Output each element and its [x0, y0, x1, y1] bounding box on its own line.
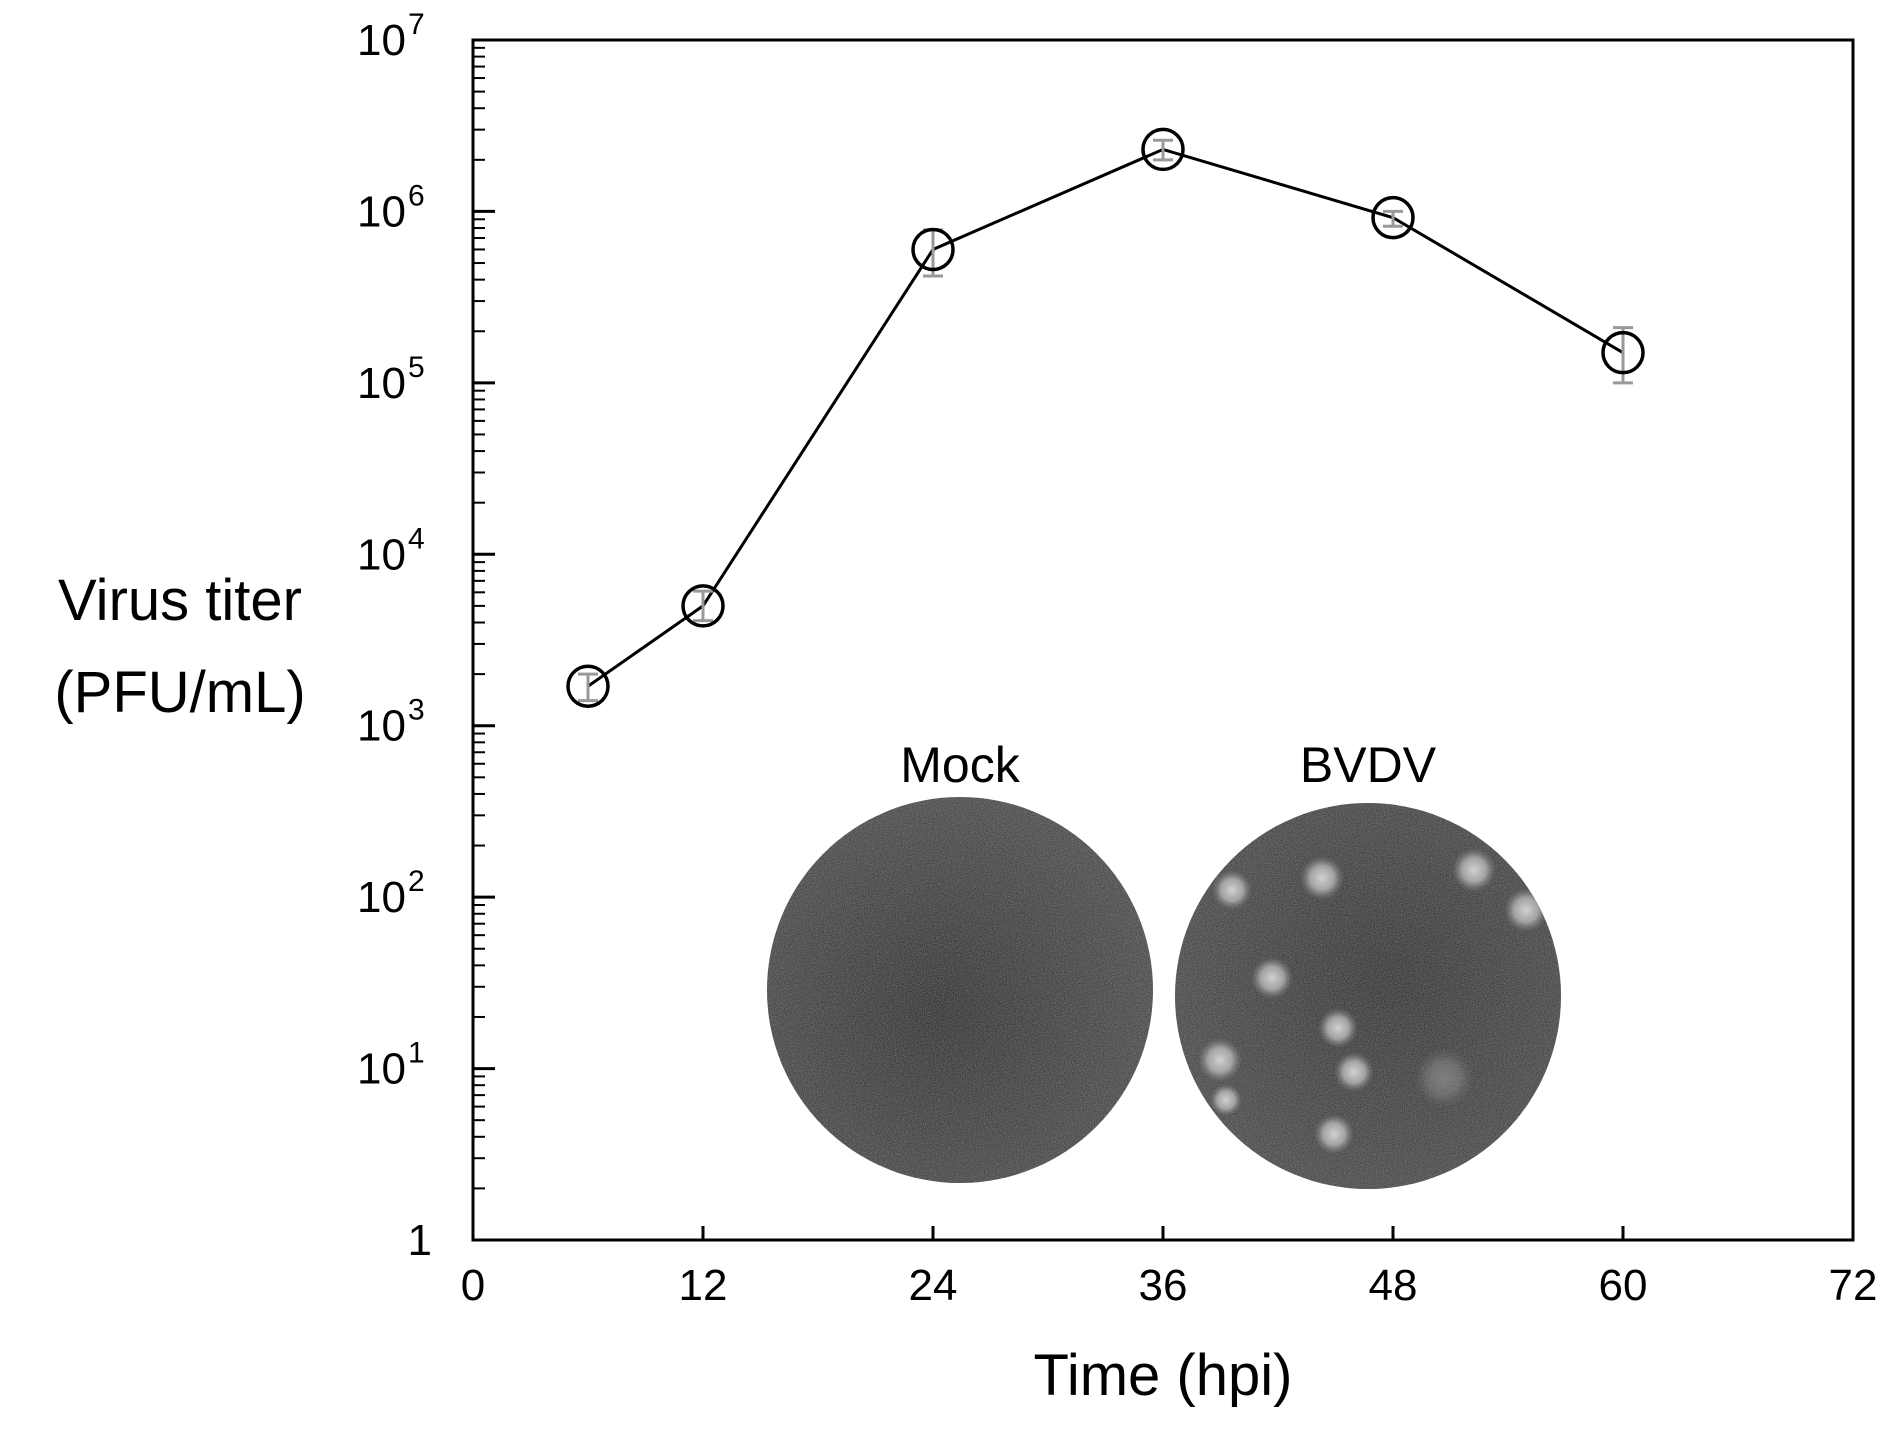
y-tick-base: 10	[357, 702, 406, 751]
data-point-marker	[681, 584, 725, 628]
y-tick-label: 10 1	[357, 1037, 425, 1094]
y-tick-exponent: 7	[408, 8, 425, 41]
y-tick-base: 10	[357, 16, 406, 65]
y-tick-base: 10	[357, 359, 406, 408]
y-tick-label: 10 4	[357, 522, 425, 579]
series-line	[587, 147, 1624, 688]
data-point-marker	[1601, 330, 1645, 375]
bvdv-well	[1175, 803, 1561, 1189]
error-bar	[693, 589, 713, 623]
y-tick-label: 1	[408, 1216, 432, 1265]
error-bar	[578, 672, 598, 703]
y-tick-exponent: 1	[408, 1037, 425, 1070]
x-tick-label: 36	[1139, 1261, 1188, 1310]
error-bar	[1153, 138, 1173, 162]
y-tick-base: 10	[357, 187, 406, 236]
plaque-spots	[1198, 848, 1548, 1154]
y-tick-exponent: 6	[408, 179, 425, 212]
y-axis-ticks	[473, 38, 495, 1242]
x-tick-label: 24	[909, 1261, 958, 1310]
mock-well	[767, 797, 1153, 1183]
error-bar	[1383, 209, 1403, 228]
data-point-marker	[911, 227, 955, 272]
inset-label-mock: Mock	[900, 737, 1020, 793]
y-tick-exponent: 5	[408, 351, 425, 384]
x-axis-tick-labels: 0 12 24 36 48 60 72	[461, 1261, 1878, 1310]
y-tick-label: 10 2	[357, 865, 425, 922]
x-axis-ticks	[471, 1226, 1855, 1240]
x-tick-label: 12	[679, 1261, 728, 1310]
x-axis-title: Time (hpi)	[1034, 1343, 1293, 1408]
x-tick-label: 48	[1369, 1261, 1418, 1310]
y-tick-exponent: 3	[408, 694, 425, 727]
y-tick-label: 10 5	[357, 351, 425, 408]
plaque-assay-inset: Mock BVDV	[767, 737, 1561, 1189]
error-bar	[1613, 326, 1633, 385]
x-tick-label: 72	[1829, 1261, 1878, 1310]
y-axis-title-line-2: (PFU/mL)	[54, 660, 305, 725]
y-tick-base: 10	[357, 873, 406, 922]
y-tick-base: 10	[357, 530, 406, 579]
data-point-marker	[566, 664, 610, 708]
y-tick-label: 10 6	[357, 179, 425, 236]
y-tick-label: 10 7	[357, 8, 425, 65]
x-tick-label: 0	[461, 1261, 485, 1310]
y-tick-base: 10	[357, 1045, 406, 1094]
y-tick-exponent: 2	[408, 865, 425, 898]
x-tick-label: 60	[1599, 1261, 1648, 1310]
data-point-marker	[1141, 127, 1185, 172]
plot-frame	[471, 38, 1855, 1242]
y-tick-exponent: 4	[408, 522, 425, 555]
series-layer	[566, 127, 1645, 708]
y-tick-label: 10 3	[357, 694, 425, 751]
inset-label-bvdv: BVDV	[1300, 737, 1437, 793]
y-axis-title-line-1: Virus titer	[58, 568, 302, 633]
y-tick-base: 1	[408, 1216, 432, 1265]
data-point-marker	[1371, 195, 1415, 240]
